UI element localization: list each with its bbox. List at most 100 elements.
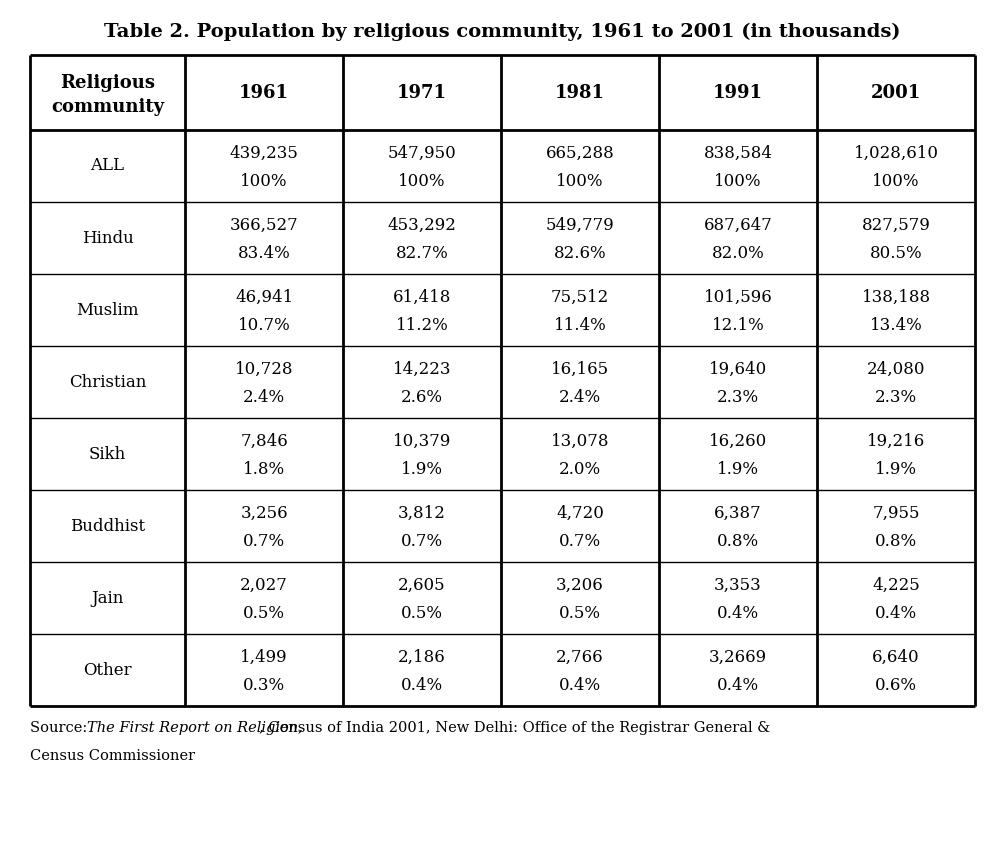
Text: 100%: 100% [240,173,287,190]
Text: 101,596: 101,596 [704,288,773,305]
Text: 61,418: 61,418 [393,288,451,305]
Text: 13,078: 13,078 [551,433,609,450]
Text: Muslim: Muslim [76,302,139,319]
Text: , Census of India 2001, New Delhi: Office of the Registrar General &: , Census of India 2001, New Delhi: Offic… [259,721,770,735]
Text: 16,260: 16,260 [709,433,767,450]
Text: community: community [51,97,164,115]
Text: ALL: ALL [90,157,125,174]
Text: 1.9%: 1.9% [401,461,443,477]
Text: 439,235: 439,235 [229,144,298,162]
Text: 2.4%: 2.4% [243,388,285,405]
Text: Sikh: Sikh [88,445,127,463]
Text: 4,225: 4,225 [872,576,920,593]
Text: Buddhist: Buddhist [70,517,145,534]
Text: 2.0%: 2.0% [559,461,601,477]
Text: 0.5%: 0.5% [559,604,601,622]
Text: 0.8%: 0.8% [875,533,918,550]
Text: 2.3%: 2.3% [875,388,918,405]
Text: 11.4%: 11.4% [554,316,606,333]
Text: 16,165: 16,165 [551,361,609,378]
Text: 0.7%: 0.7% [559,533,601,550]
Text: 14,223: 14,223 [393,361,451,378]
Text: Census Commissioner: Census Commissioner [30,749,195,763]
Text: 2.3%: 2.3% [717,388,759,405]
Text: The First Report on Religion,: The First Report on Religion, [87,721,303,735]
Text: 665,288: 665,288 [546,144,614,162]
Text: 2,766: 2,766 [556,648,604,665]
Text: 1961: 1961 [239,84,289,102]
Text: 3,2669: 3,2669 [709,648,767,665]
Text: 687,647: 687,647 [704,216,773,233]
Text: 1971: 1971 [397,84,447,102]
Text: 0.3%: 0.3% [243,676,285,693]
Text: 1,499: 1,499 [240,648,287,665]
Text: 2,605: 2,605 [398,576,446,593]
Text: 100%: 100% [715,173,762,190]
Text: 19,640: 19,640 [709,361,767,378]
Text: 82.6%: 82.6% [554,245,606,262]
Text: 6,640: 6,640 [872,648,920,665]
Text: Jain: Jain [91,589,124,606]
Text: 453,292: 453,292 [388,216,456,233]
Text: 10.7%: 10.7% [238,316,290,333]
Text: 3,353: 3,353 [715,576,762,593]
Text: Religious: Religious [60,74,155,91]
Text: 838,584: 838,584 [704,144,773,162]
Text: 3,256: 3,256 [240,504,287,522]
Text: 10,379: 10,379 [393,433,451,450]
Text: 3,206: 3,206 [556,576,604,593]
Text: 1981: 1981 [555,84,605,102]
Text: 549,779: 549,779 [546,216,614,233]
Text: 1.8%: 1.8% [243,461,285,477]
Text: 7,955: 7,955 [872,504,920,522]
Text: 2001: 2001 [871,84,922,102]
Text: 0.4%: 0.4% [559,676,601,693]
Text: 2.6%: 2.6% [401,388,443,405]
Text: 3,812: 3,812 [398,504,446,522]
Text: 11.2%: 11.2% [396,316,448,333]
Text: 1991: 1991 [713,84,763,102]
Text: 0.4%: 0.4% [717,604,759,622]
Text: 19,216: 19,216 [867,433,926,450]
Text: 82.0%: 82.0% [712,245,765,262]
Text: 1.9%: 1.9% [875,461,917,477]
Text: 83.4%: 83.4% [238,245,290,262]
Text: 0.4%: 0.4% [401,676,443,693]
Text: Source:: Source: [30,721,91,735]
Text: 1,028,610: 1,028,610 [853,144,939,162]
Text: 4,720: 4,720 [556,504,604,522]
Text: 0.4%: 0.4% [717,676,759,693]
Text: 1.9%: 1.9% [717,461,759,477]
Text: 80.5%: 80.5% [869,245,923,262]
Text: 2,186: 2,186 [398,648,446,665]
Text: 100%: 100% [872,173,920,190]
Text: 0.7%: 0.7% [243,533,285,550]
Text: 2,027: 2,027 [240,576,288,593]
Text: Table 2. Population by religious community, 1961 to 2001 (in thousands): Table 2. Population by religious communi… [105,23,900,41]
Text: Hindu: Hindu [81,229,134,246]
Text: 138,188: 138,188 [861,288,931,305]
Text: 75,512: 75,512 [551,288,609,305]
Text: 82.7%: 82.7% [396,245,448,262]
Text: 0.6%: 0.6% [875,676,917,693]
Text: 12.1%: 12.1% [712,316,765,333]
Text: 0.4%: 0.4% [875,604,918,622]
Text: 100%: 100% [398,173,446,190]
Text: 827,579: 827,579 [861,216,931,233]
Text: 0.5%: 0.5% [243,604,285,622]
Text: Other: Other [83,662,132,679]
Text: 13.4%: 13.4% [869,316,923,333]
Text: 0.7%: 0.7% [401,533,443,550]
Text: 366,527: 366,527 [230,216,298,233]
Text: 7,846: 7,846 [240,433,288,450]
Text: 0.8%: 0.8% [717,533,759,550]
Text: 2.4%: 2.4% [559,388,601,405]
Text: 547,950: 547,950 [388,144,456,162]
Text: 10,728: 10,728 [235,361,293,378]
Text: 6,387: 6,387 [715,504,762,522]
Text: 24,080: 24,080 [866,361,926,378]
Text: 46,941: 46,941 [235,288,293,305]
Text: 0.5%: 0.5% [401,604,443,622]
Text: Christian: Christian [69,374,146,391]
Text: 100%: 100% [557,173,604,190]
